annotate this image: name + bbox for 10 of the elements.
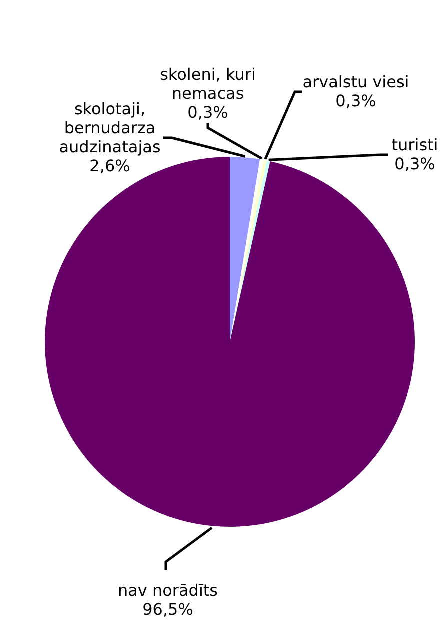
data-label: 0,3% — [394, 154, 436, 174]
slice-label: skolotaji, bernudarza audzinatajas — [59, 100, 161, 156]
slice-label: arvalstu viesi — [302, 72, 410, 92]
data-label: 0,3% — [188, 103, 228, 122]
slice-label: nav norādīts — [118, 581, 218, 600]
slice-label: skoleni, kuri nemacas — [160, 65, 256, 103]
data-label: 2,6% — [90, 156, 130, 176]
data-label: 96,5% — [142, 600, 194, 619]
data-label: 0,3% — [336, 92, 376, 110]
slice-label: turisti — [392, 136, 438, 154]
